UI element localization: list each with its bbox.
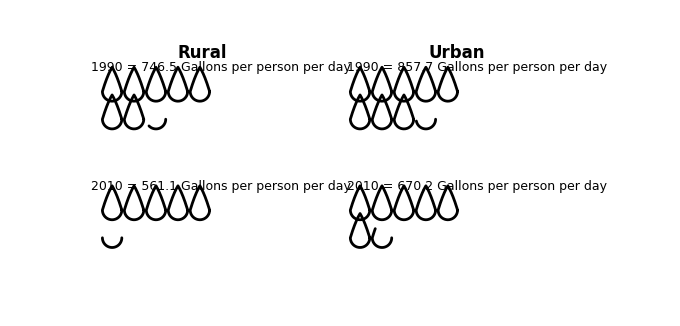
Text: 2010 = 561.1 Gallons per person per day: 2010 = 561.1 Gallons per person per day: [90, 180, 350, 193]
Text: 2010 = 670.2 Gallons per person per day: 2010 = 670.2 Gallons per person per day: [347, 180, 607, 193]
Text: 1990 = 857.7 Gallons per person per day: 1990 = 857.7 Gallons per person per day: [347, 61, 607, 74]
Text: Rural: Rural: [177, 44, 227, 62]
Text: 1990 = 746.5 Gallons per person per day: 1990 = 746.5 Gallons per person per day: [90, 61, 350, 74]
Text: Urban: Urban: [428, 44, 485, 62]
